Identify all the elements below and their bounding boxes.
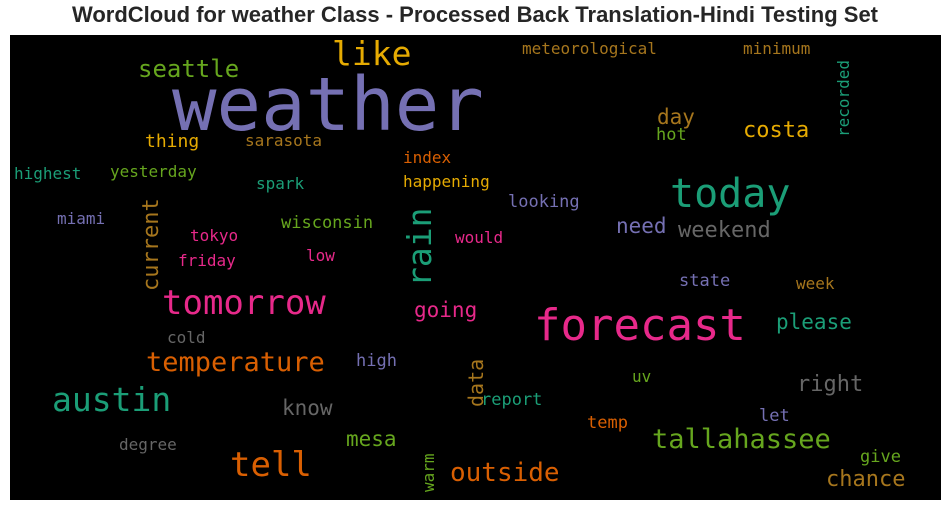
word-uv: uv xyxy=(632,367,651,386)
word-minimum: minimum xyxy=(743,39,810,58)
word-would: would xyxy=(455,228,503,247)
word-miami: miami xyxy=(57,209,105,228)
word-tomorrow: tomorrow xyxy=(162,283,326,323)
word-weather: weather xyxy=(172,62,484,148)
word-mesa: mesa xyxy=(346,427,397,451)
word-hot: hot xyxy=(656,125,687,145)
word-temperature: temperature xyxy=(146,347,325,378)
word-week: week xyxy=(796,274,835,293)
word-warm: warm xyxy=(419,453,438,492)
word-day: day xyxy=(657,105,695,129)
word-austin: austin xyxy=(52,380,171,419)
word-report: report xyxy=(481,390,542,410)
word-weekend: weekend xyxy=(678,218,771,243)
word-need: need xyxy=(616,214,667,238)
word-high: high xyxy=(356,351,397,371)
word-today: today xyxy=(670,171,790,217)
word-right: right xyxy=(797,372,863,397)
word-outside: outside xyxy=(450,458,560,488)
word-know: know xyxy=(282,396,333,420)
word-happening: happening xyxy=(403,172,490,191)
word-yesterday: yesterday xyxy=(110,162,197,181)
word-tallahassee: tallahassee xyxy=(652,424,831,455)
word-tell: tell xyxy=(230,445,312,485)
word-cloud: weather forecast today tomorrow tell austin li… xyxy=(10,35,941,500)
word-state: state xyxy=(679,271,730,291)
word-tokyo: tokyo xyxy=(190,226,238,245)
cloud-background xyxy=(10,35,941,500)
word-current: current xyxy=(139,198,164,291)
word-wisconsin: wisconsin xyxy=(281,213,373,233)
word-recorded: recorded xyxy=(834,60,853,137)
word-low: low xyxy=(306,246,335,265)
word-thing: thing xyxy=(145,131,199,152)
chart-title: WordCloud for weather Class - Processed … xyxy=(71,2,879,27)
word-let: let xyxy=(759,406,790,426)
word-like: like xyxy=(332,35,411,73)
word-rain: rain xyxy=(400,208,439,287)
word-give: give xyxy=(860,447,901,467)
word-looking: looking xyxy=(508,192,580,212)
word-forecast: forecast xyxy=(534,300,746,351)
word-cold: cold xyxy=(167,328,206,347)
word-index: index xyxy=(403,148,452,167)
word-meteorological: meteorological xyxy=(522,39,657,58)
word-costa: costa xyxy=(743,118,809,143)
word-sarasota: sarasota xyxy=(245,131,322,150)
word-seattle: seattle xyxy=(138,55,239,83)
word-please: please xyxy=(776,310,852,334)
word-data: data xyxy=(464,359,488,407)
word-temp: temp xyxy=(587,413,628,433)
word-highest: highest xyxy=(14,164,81,183)
word-spark: spark xyxy=(256,174,305,193)
word-friday: friday xyxy=(178,251,236,270)
word-degree: degree xyxy=(119,435,177,454)
word-chance: chance xyxy=(826,467,905,492)
word-going: going xyxy=(414,298,477,322)
